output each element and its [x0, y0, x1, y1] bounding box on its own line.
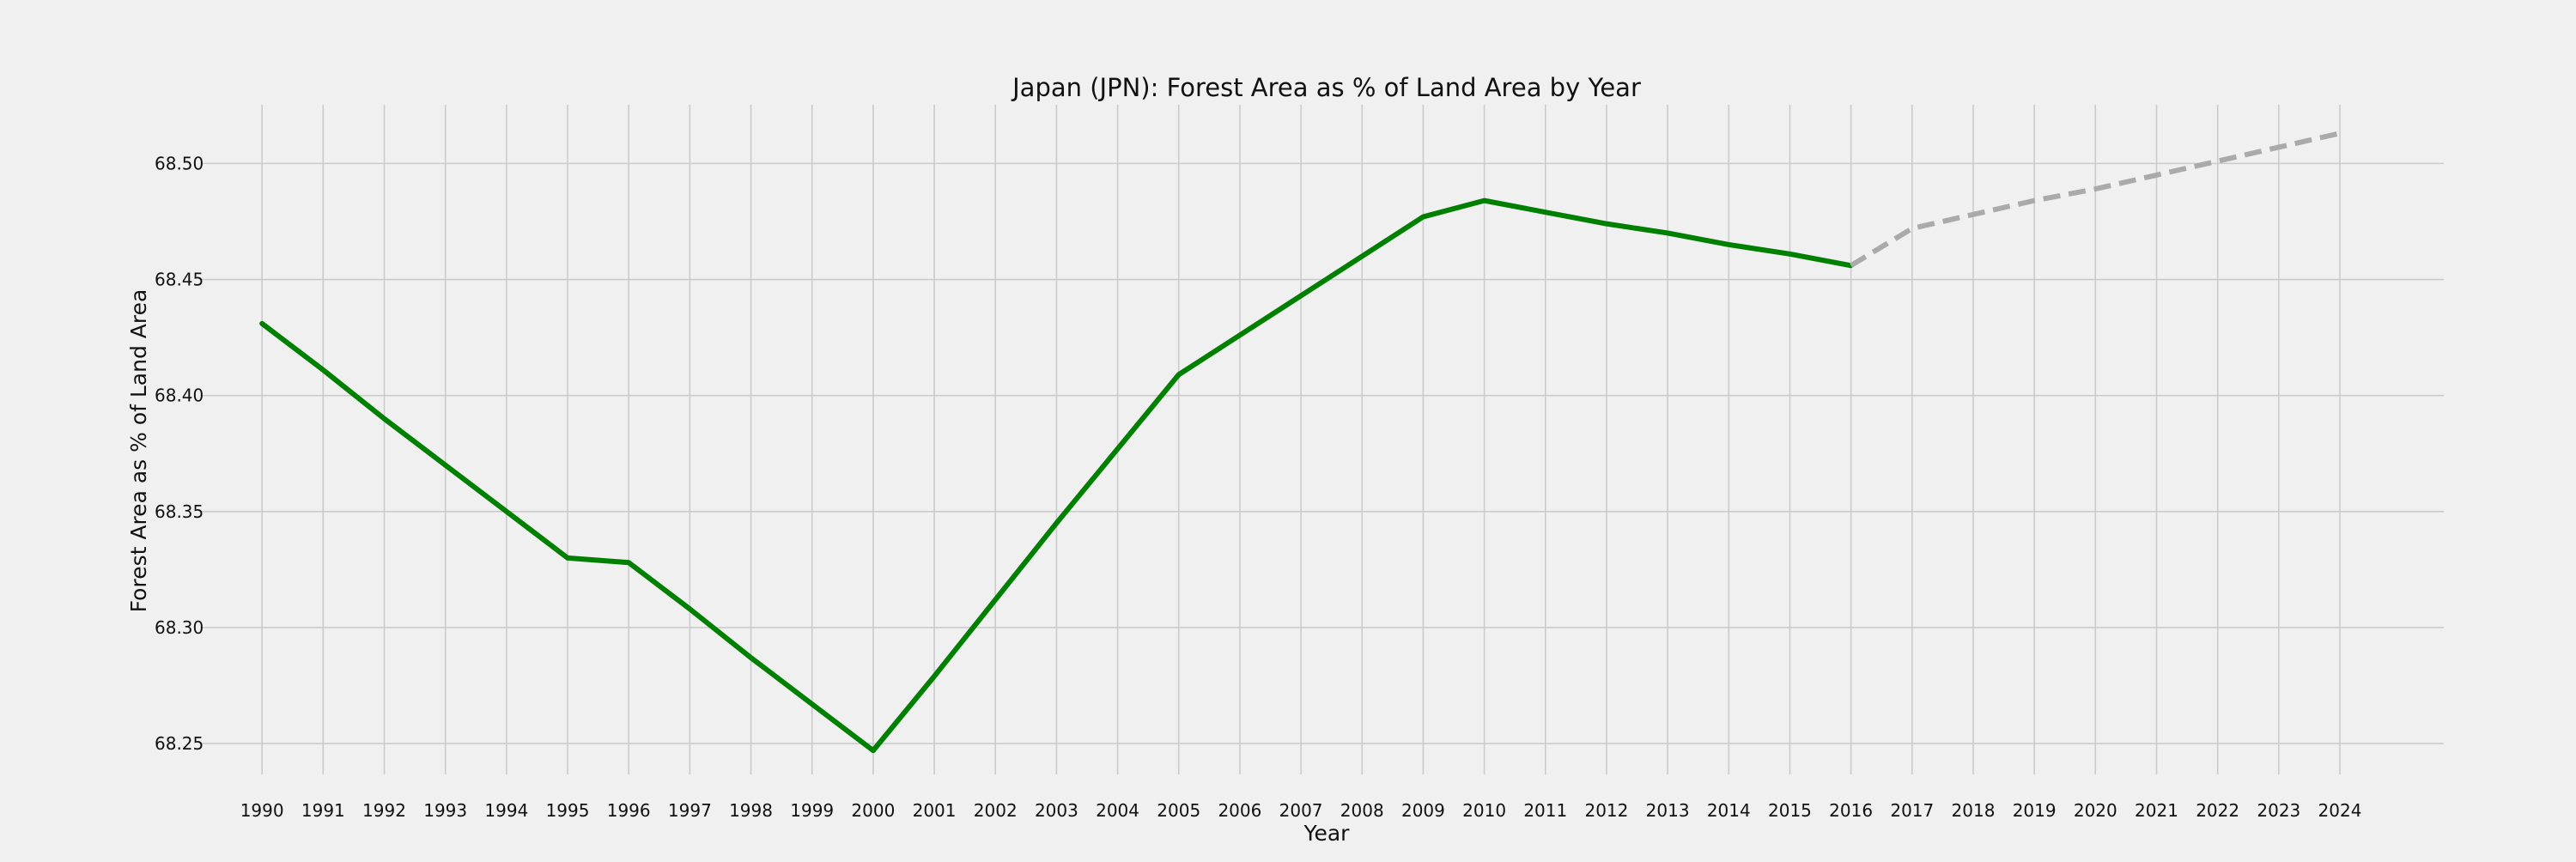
data-point-2016	[1849, 263, 1854, 268]
data-point-2002	[993, 597, 998, 602]
data-point-1991	[320, 367, 325, 373]
x-tick-label: 2016	[1829, 800, 1873, 821]
x-tick-label: 2008	[1340, 800, 1384, 821]
data-point-1994	[504, 509, 509, 514]
y-tick-label: 68.45	[155, 270, 204, 290]
observed-series-line	[259, 197, 1854, 754]
x-axis-label: Year	[1303, 821, 1351, 846]
x-tick-label: 1993	[423, 800, 467, 821]
data-point-2021	[2154, 173, 2159, 178]
x-tick-label: 2001	[913, 800, 957, 821]
x-tick-label: 2003	[1035, 800, 1078, 821]
data-point-2019	[2032, 198, 2037, 203]
data-point-2022	[2215, 159, 2221, 164]
x-tick-label: 2018	[1952, 800, 1996, 821]
x-tick-label: 1991	[301, 800, 345, 821]
data-point-2008	[1359, 253, 1364, 258]
data-point-2009	[1420, 215, 1425, 220]
data-point-1995	[565, 555, 570, 561]
data-point-2023	[2276, 144, 2281, 149]
x-tick-label: 2015	[1768, 800, 1812, 821]
x-tick-label: 2011	[1523, 800, 1567, 821]
x-tick-label: 1995	[546, 800, 590, 821]
y-tick-label: 68.50	[155, 153, 204, 173]
grid	[201, 105, 2444, 774]
x-tick-label: 2019	[2013, 800, 2057, 821]
x-tick-label: 1999	[790, 800, 834, 821]
data-point-2000	[871, 748, 876, 753]
y-axis-label: Forest Area as % of Land Area	[126, 289, 151, 613]
data-point-1999	[810, 701, 815, 707]
projected-series-line	[1850, 131, 2341, 268]
data-point-1990	[259, 321, 264, 326]
x-tick-label: 2020	[2074, 800, 2117, 821]
x-tick-labels: 1990 1991 1992 1993 1994 1995 1996 1997 1998 1999…	[240, 800, 2362, 821]
data-point-2005	[1176, 372, 1182, 377]
y-tick-label: 68.30	[155, 617, 204, 638]
x-tick-label: 2002	[974, 800, 1018, 821]
data-point-2014	[1726, 242, 1731, 247]
x-tick-label: 2022	[2196, 800, 2239, 821]
x-tick-label: 2000	[851, 800, 895, 821]
data-point-1997	[687, 606, 692, 611]
x-tick-label: 1992	[362, 800, 406, 821]
data-point-2007	[1298, 293, 1303, 298]
x-tick-label: 2007	[1279, 800, 1323, 821]
x-tick-label: 1990	[240, 800, 284, 821]
x-tick-label: 2009	[1401, 800, 1445, 821]
y-tick-label: 68.25	[155, 733, 204, 754]
x-tick-label: 2012	[1584, 800, 1628, 821]
x-tick-label: 2023	[2257, 800, 2300, 821]
chart-title: Japan (JPN): Forest Area as % of Land Ar…	[1011, 73, 1641, 102]
data-point-1993	[443, 463, 448, 468]
y-tick-label: 68.40	[155, 385, 204, 406]
x-tick-label: 2017	[1890, 800, 1934, 821]
data-point-2018	[1971, 212, 1976, 217]
data-point-2024	[2337, 131, 2342, 136]
x-tick-label: 1997	[668, 800, 712, 821]
data-point-2011	[1543, 209, 1548, 215]
data-point-2012	[1604, 222, 1609, 227]
data-point-1996	[626, 560, 631, 565]
data-point-2013	[1665, 230, 1670, 235]
x-tick-label: 2010	[1462, 800, 1506, 821]
x-tick-label: 2013	[1646, 800, 1690, 821]
y-tick-label: 68.35	[155, 501, 204, 522]
x-tick-label: 1996	[607, 800, 651, 821]
data-point-2010	[1482, 198, 1487, 203]
data-point-2004	[1115, 446, 1121, 452]
x-tick-label: 1998	[729, 800, 773, 821]
data-point-2020	[2093, 186, 2098, 191]
data-point-2015	[1787, 252, 1792, 257]
data-point-2003	[1054, 520, 1059, 525]
y-tick-labels: 68.25 68.30 68.35 68.40 68.45 68.50	[155, 153, 204, 754]
x-tick-label: 2006	[1218, 800, 1261, 821]
x-tick-label: 2024	[2318, 800, 2362, 821]
data-point-1998	[749, 655, 754, 660]
data-point-2006	[1237, 332, 1242, 337]
data-point-2017	[1910, 226, 1915, 231]
data-point-1992	[382, 416, 387, 422]
x-tick-label: 2021	[2135, 800, 2178, 821]
x-tick-label: 2014	[1707, 800, 1751, 821]
series-layer	[259, 131, 2342, 754]
x-tick-label: 2005	[1157, 800, 1200, 821]
data-point-2001	[932, 674, 937, 679]
x-tick-label: 2004	[1096, 800, 1139, 821]
x-tick-label: 1994	[484, 800, 528, 821]
